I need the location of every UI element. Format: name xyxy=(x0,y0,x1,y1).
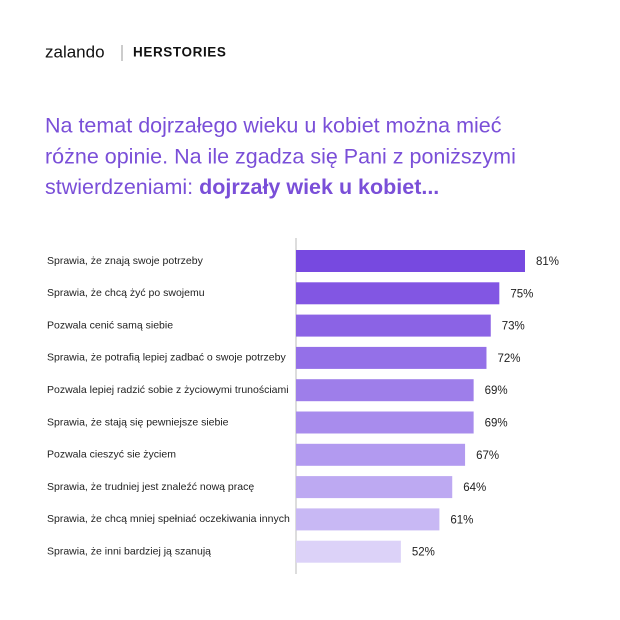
bar xyxy=(296,476,453,499)
value-label: 81% xyxy=(536,256,559,268)
category-label: Sprawia, że chcą żyć po swojemu xyxy=(47,287,205,299)
title-text: stwierdzeniami: xyxy=(45,175,199,199)
title-emphasis: dojrzały wiek u kobiet... xyxy=(199,175,439,199)
brand-logo: zalando xyxy=(45,42,105,61)
value-label: 75% xyxy=(510,288,533,300)
category-label: Sprawia, że stają się pewniejsze siebie xyxy=(47,416,229,428)
bar xyxy=(296,411,474,434)
title-line: różne opinie. Na ile zgadza się Pani z p… xyxy=(45,145,516,169)
bar xyxy=(296,314,491,337)
brand-logo: HERSTORIES xyxy=(133,45,227,60)
category-label: Pozwala lepiej radzić sobie z życiowymi … xyxy=(47,384,289,396)
bar xyxy=(296,379,474,402)
category-label: Sprawia, że inni bardziej ją szanują xyxy=(47,545,211,557)
value-label: 64% xyxy=(463,482,486,494)
category-label: Sprawia, że znają swoje potrzeby xyxy=(47,255,204,267)
value-label: 52% xyxy=(412,547,435,559)
bar xyxy=(296,508,440,531)
category-label: Pozwala cieszyć sie życiem xyxy=(47,449,176,461)
category-label: Sprawia, że potrafią lepiej zadbać o swo… xyxy=(47,352,286,364)
title-line: Na temat dojrzałego wieku u kobiet można… xyxy=(45,114,502,138)
bar xyxy=(296,346,487,369)
category-label: Sprawia, że chcą mniej spełniać oczekiwa… xyxy=(47,513,290,525)
category-label: Pozwala cenić samą siebie xyxy=(47,319,173,331)
bar xyxy=(296,250,525,272)
category-label: Sprawia, że trudniej jest znaleźć nową p… xyxy=(47,481,254,493)
title-line: stwierdzeniami: dojrzały wiek u kobiet..… xyxy=(45,175,439,199)
value-label: 67% xyxy=(476,450,499,462)
value-label: 69% xyxy=(485,418,508,430)
value-label: 73% xyxy=(502,321,525,333)
bar xyxy=(296,443,466,466)
value-label: 61% xyxy=(450,514,473,526)
bar xyxy=(296,540,401,563)
bar xyxy=(296,282,500,305)
value-label: 72% xyxy=(497,353,520,365)
value-label: 69% xyxy=(485,385,508,397)
